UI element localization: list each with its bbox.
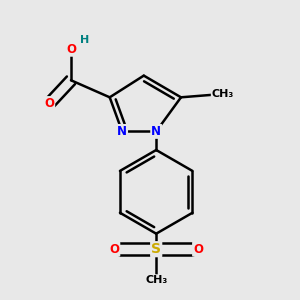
Text: N: N bbox=[117, 125, 127, 138]
Text: N: N bbox=[151, 125, 161, 138]
Text: CH₃: CH₃ bbox=[145, 275, 167, 285]
Text: O: O bbox=[44, 97, 54, 110]
Text: O: O bbox=[110, 243, 119, 256]
Text: H: H bbox=[80, 35, 89, 45]
Text: CH₃: CH₃ bbox=[212, 89, 234, 99]
Text: O: O bbox=[193, 243, 203, 256]
Text: O: O bbox=[66, 43, 76, 56]
Text: S: S bbox=[151, 242, 161, 256]
